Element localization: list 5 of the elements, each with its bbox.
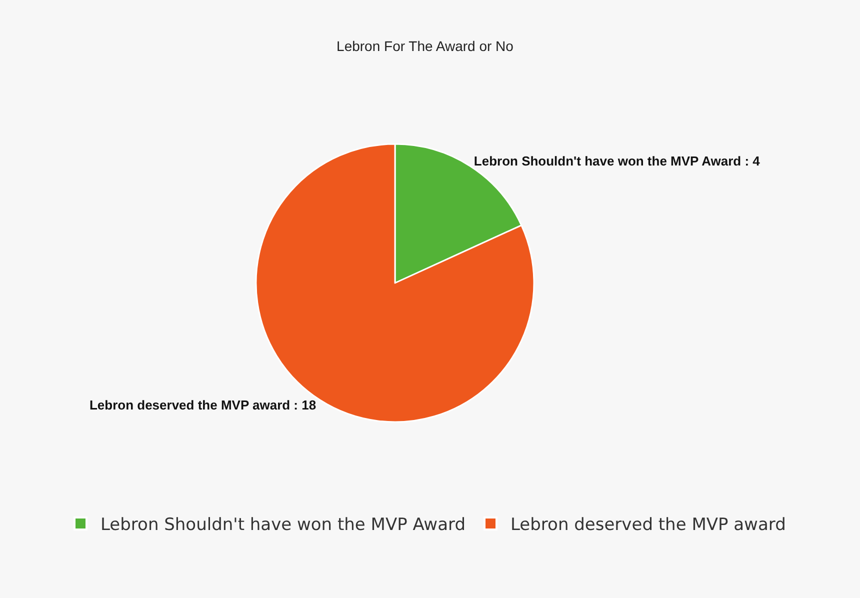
data-label: Lebron deserved the MVP award : 18 xyxy=(89,398,316,413)
chart-title: Lebron For The Award or No xyxy=(336,38,514,54)
legend-label: Lebron Shouldn't have won the MVP Award xyxy=(100,515,466,536)
data-label: Lebron Shouldn't have won the MVP Award : 4 xyxy=(474,153,761,168)
legend-label: Lebron deserved the MVP award xyxy=(510,515,786,536)
